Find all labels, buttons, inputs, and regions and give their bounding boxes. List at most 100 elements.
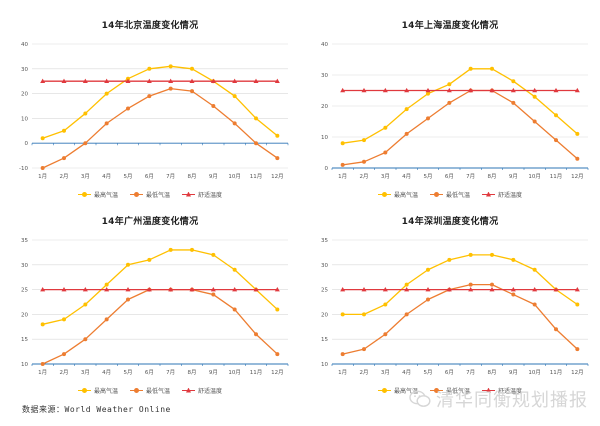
data-point <box>168 247 173 252</box>
data-point <box>146 78 152 83</box>
data-point <box>274 78 280 83</box>
chart-panel-guangzhou: 14年广州温度变化情况 10 15 20 25 30 35 1月 2月 3月 4月 5月 6月 7月 8月… <box>0 196 300 396</box>
data-point <box>447 100 452 105</box>
data-point <box>447 257 452 262</box>
data-point <box>40 287 46 292</box>
x-tick-label: 4月 <box>102 369 111 376</box>
data-point <box>104 287 110 292</box>
y-tick-label: 35 <box>21 238 28 244</box>
data-point <box>425 287 431 292</box>
data-point <box>340 312 345 317</box>
x-tick-label: 7月 <box>466 369 475 376</box>
legend-label: 最低气温 <box>445 192 470 199</box>
legend-swatch <box>129 387 143 394</box>
legend-label: 最高气温 <box>93 388 118 395</box>
legend-label: 最高气温 <box>393 388 418 395</box>
data-point <box>210 287 216 292</box>
legend-swatch <box>482 191 495 198</box>
data-point <box>232 94 237 99</box>
x-tick-label: 8月 <box>488 173 497 180</box>
data-point <box>254 116 258 121</box>
x-tick-label: 2月 <box>360 173 369 180</box>
watermark: 清华同衡规划播报 <box>409 386 588 412</box>
data-point <box>40 362 45 366</box>
data-point <box>82 78 88 83</box>
line-chart-shanghai: 0 10 20 30 40 1月 2月 3月 4月 5月 6月 7月 8月 9月 10月 11月 12月 <box>321 42 589 180</box>
x-tick-label: 9月 <box>209 173 218 180</box>
chart-legend: 最高气温 最低气温 舒适温度 <box>0 386 300 396</box>
legend-swatch <box>429 191 443 198</box>
series-line <box>342 68 578 144</box>
data-point <box>254 332 258 337</box>
data-point <box>83 111 88 116</box>
data-point <box>232 78 238 83</box>
data-point <box>446 287 452 292</box>
data-point <box>361 87 367 93</box>
data-point <box>275 307 280 312</box>
data-point <box>104 317 109 322</box>
data-point <box>532 267 537 272</box>
chart-title: 14年上海温度变化情况 <box>401 21 499 31</box>
x-tick-label: 6月 <box>445 369 454 376</box>
series-line <box>42 65 278 139</box>
y-tick-label: 30 <box>21 263 28 269</box>
data-point <box>574 287 580 292</box>
x-tick-label: 9月 <box>509 369 518 376</box>
data-point <box>490 282 494 287</box>
data-point <box>511 79 516 84</box>
y-tick-label: 20 <box>21 312 28 318</box>
legend-label: 最高气温 <box>393 192 418 199</box>
data-point <box>104 91 109 96</box>
data-point <box>490 66 494 71</box>
legend-item: 最高气温 <box>377 386 418 395</box>
data-point <box>232 267 237 272</box>
data-point <box>275 352 280 357</box>
data-point <box>126 262 130 267</box>
data-point <box>40 136 45 141</box>
data-point <box>404 107 409 112</box>
data-point <box>62 156 66 161</box>
data-point <box>404 312 409 317</box>
x-tick-label: 11月 <box>250 369 263 376</box>
x-tick-label: 12月 <box>571 369 584 376</box>
data-point <box>383 150 388 155</box>
data-point <box>40 322 45 327</box>
legend-item: 最低气温 <box>429 386 470 395</box>
data-point <box>382 287 388 292</box>
x-tick-label: 10月 <box>528 369 541 376</box>
data-point <box>383 302 388 307</box>
series-line <box>342 283 578 355</box>
data-point <box>554 138 558 143</box>
data-point <box>532 119 537 124</box>
data-point <box>253 78 259 83</box>
x-tick-label: 7月 <box>166 369 175 376</box>
data-point <box>468 252 473 257</box>
data-point <box>340 352 345 357</box>
data-point <box>168 64 173 69</box>
data-point <box>232 307 237 312</box>
data-point <box>82 287 88 292</box>
x-tick-label: 5月 <box>424 173 433 180</box>
data-point <box>468 287 474 292</box>
x-tick-label: 1月 <box>338 173 347 180</box>
series-line <box>342 254 578 316</box>
x-tick-label: 12月 <box>571 173 584 180</box>
x-tick-label: 2月 <box>360 369 369 376</box>
data-point <box>189 78 195 83</box>
data-point <box>275 156 280 161</box>
y-tick-label: 30 <box>321 263 328 269</box>
data-point <box>383 125 388 130</box>
data-point <box>253 287 259 292</box>
data-point <box>232 287 238 292</box>
data-point <box>575 131 580 136</box>
data-point <box>189 287 195 292</box>
data-point <box>61 78 67 83</box>
x-tick-label: 2月 <box>60 369 69 376</box>
data-point <box>404 131 409 136</box>
data-point <box>362 312 366 317</box>
x-tick-label: 1月 <box>338 369 347 376</box>
data-point <box>125 287 131 292</box>
data-point <box>125 78 131 83</box>
chart-legend: 最高气温 最低气温 舒适温度 <box>0 190 300 200</box>
chart-title: 14年深圳温度变化情况 <box>401 217 499 227</box>
